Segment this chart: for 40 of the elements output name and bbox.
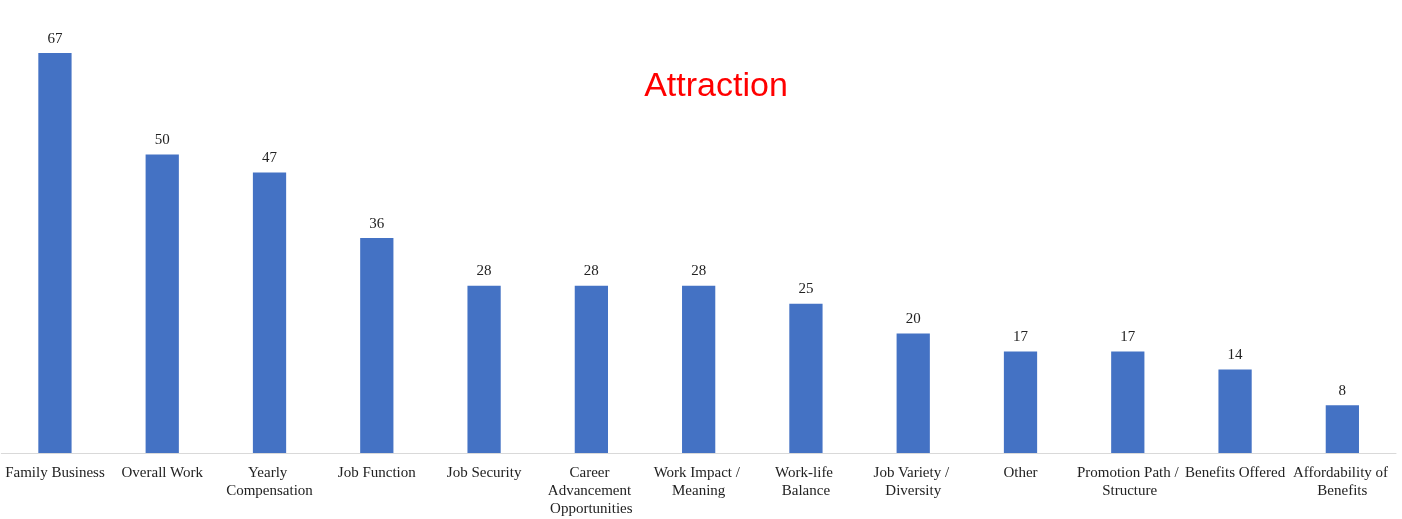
bar (1325, 405, 1359, 453)
data-label: 28 (691, 262, 707, 279)
data-label: 28 (476, 262, 492, 279)
x-tick-label: Job Function (337, 464, 417, 480)
x-tick-label: Job Variety / Diversity (873, 464, 953, 498)
data-label: 17 (1013, 328, 1029, 345)
x-tick-label: Work Impact / Meaning (653, 464, 744, 498)
data-label: 50 (154, 130, 170, 147)
data-label: 67 (47, 29, 63, 46)
data-label: 47 (262, 148, 278, 165)
bar (1003, 351, 1038, 453)
x-tick-label: Affordability of Benefits (1292, 464, 1392, 498)
bar (789, 303, 823, 453)
x-tick-label: Overall Work (121, 464, 204, 480)
bar (1111, 351, 1145, 453)
x-tick-label: Family Business (5, 464, 105, 480)
x-tick-label: Promotion Path / Structure (1076, 464, 1180, 498)
bar (574, 285, 608, 453)
chart-title: Attraction (644, 65, 788, 103)
bar (145, 154, 179, 453)
bar (896, 333, 930, 453)
bar (252, 172, 287, 453)
data-label: 36 (369, 214, 385, 231)
data-label: 25 (798, 280, 814, 297)
data-label: 20 (905, 310, 921, 327)
x-tick-label: Work-life Balance (775, 464, 837, 498)
bar (38, 53, 72, 453)
data-label: 28 (583, 262, 599, 279)
bar (467, 285, 501, 453)
x-tick-label: Career Advancement Opportunities (547, 464, 635, 516)
data-label: 14 (1227, 345, 1244, 362)
bar (360, 238, 394, 453)
bar (1218, 369, 1252, 453)
x-tick-label: Job Security (446, 464, 522, 480)
x-tick-label: Other (1003, 464, 1038, 480)
bar (682, 285, 716, 453)
data-label: 17 (1120, 328, 1136, 345)
x-tick-label: Benefits Offered (1185, 464, 1286, 480)
data-label: 8 (1338, 381, 1347, 398)
x-tick-label: Yearly Compensation (226, 464, 314, 498)
